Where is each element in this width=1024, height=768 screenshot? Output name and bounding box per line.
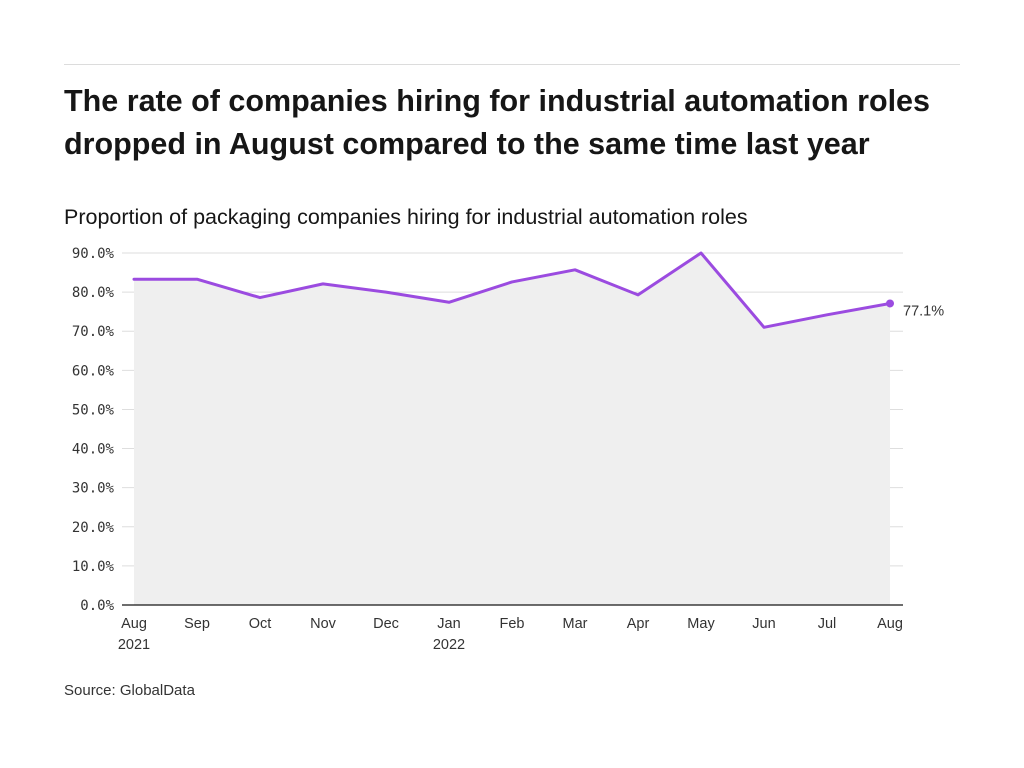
- end-value-label: 77.1%: [903, 303, 944, 319]
- end-point-marker: [886, 299, 894, 308]
- x-tick-label: Oct: [249, 616, 272, 632]
- x-tick-label: Dec: [373, 616, 399, 632]
- x-tick-label: Aug: [877, 616, 903, 632]
- tick-labels: 0.0% 10.0% 20.0% 30.0% 40.0% 50.0% 60.0% 70.0% 8…: [72, 246, 944, 653]
- source-note: Source: GlobalData: [64, 682, 195, 699]
- x-tick-label: Jul: [818, 616, 837, 632]
- y-tick-label: 60.0%: [72, 363, 115, 379]
- x-tick-year-label: 2022: [433, 637, 465, 653]
- area-fill: [134, 253, 890, 605]
- x-tick-label: Jan: [437, 616, 460, 632]
- chart-subtitle: Proportion of packaging companies hiring…: [64, 205, 748, 229]
- y-tick-label: 0.0%: [80, 598, 114, 614]
- y-tick-label: 20.0%: [72, 520, 115, 536]
- x-tick-label: Nov: [310, 616, 337, 632]
- x-tick-label: Feb: [500, 616, 525, 632]
- y-tick-label: 90.0%: [72, 246, 115, 262]
- y-tick-label: 50.0%: [72, 402, 115, 418]
- chart-title: The rate of companies hiring for industr…: [64, 84, 930, 161]
- x-tick-label: Sep: [184, 616, 210, 632]
- y-tick-label: 40.0%: [72, 442, 115, 458]
- y-tick-label: 10.0%: [72, 559, 115, 575]
- x-tick-label: Apr: [627, 616, 650, 632]
- area-fill-layer: [134, 253, 890, 605]
- series-line-layer: [132, 251, 894, 329]
- x-tick-label: Mar: [563, 616, 588, 632]
- x-tick-label: May: [687, 616, 715, 632]
- y-tick-label: 70.0%: [72, 324, 115, 340]
- y-tick-label: 30.0%: [72, 481, 115, 497]
- y-tick-label: 80.0%: [72, 285, 115, 301]
- series-line: [132, 251, 892, 329]
- x-tick-year-label: 2021: [118, 637, 150, 653]
- top-rule: [64, 64, 960, 65]
- x-tick-label: Aug: [121, 616, 147, 632]
- x-tick-label: Jun: [752, 616, 775, 632]
